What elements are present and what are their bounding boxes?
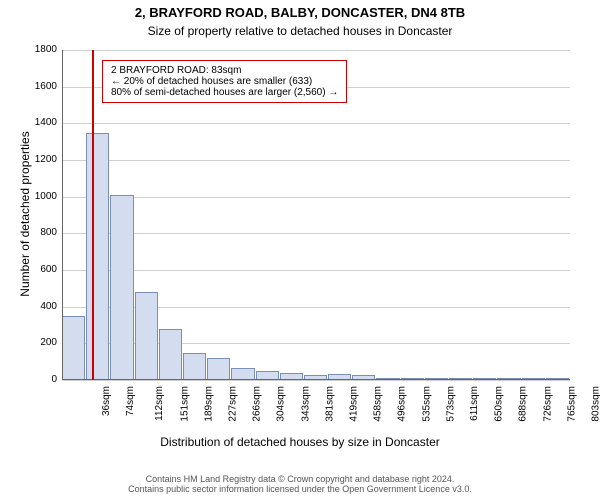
ytick-label: 1600: [22, 81, 57, 92]
ytick-label: 800: [22, 227, 57, 238]
histogram-bar: [183, 353, 206, 381]
xtick-label: 573sqm: [445, 386, 456, 422]
xtick-label: 304sqm: [276, 386, 287, 422]
footer-line-1: Contains HM Land Registry data © Crown c…: [0, 474, 600, 484]
annotation-line: 2 BRAYFORD ROAD: 83sqm: [111, 65, 338, 76]
xtick-label: 803sqm: [590, 386, 600, 422]
xtick-label: 535sqm: [421, 386, 432, 422]
ytick-label: 0: [22, 374, 57, 385]
histogram-bar: [159, 329, 182, 380]
xtick-label: 74sqm: [125, 386, 136, 416]
gridline: [62, 233, 570, 234]
chart-subtitle: Size of property relative to detached ho…: [0, 24, 600, 38]
ytick-label: 600: [22, 264, 57, 275]
xtick-label: 189sqm: [203, 386, 214, 422]
gridline: [62, 123, 570, 124]
x-axis-line: [62, 379, 570, 380]
y-axis-line: [62, 50, 63, 380]
gridline: [62, 380, 570, 381]
annotation-line: ← 20% of detached houses are smaller (63…: [111, 76, 338, 87]
xtick-label: 381sqm: [324, 386, 335, 422]
xtick-label: 419sqm: [349, 386, 360, 422]
histogram-bar: [135, 292, 158, 380]
histogram-bar: [62, 316, 85, 380]
x-axis-label: Distribution of detached houses by size …: [0, 435, 600, 449]
xtick-label: 726sqm: [542, 386, 553, 422]
xtick-label: 227sqm: [228, 386, 239, 422]
ytick-label: 1400: [22, 117, 57, 128]
xtick-label: 496sqm: [397, 386, 408, 422]
chart-title: 2, BRAYFORD ROAD, BALBY, DONCASTER, DN4 …: [0, 5, 600, 20]
property-marker-line: [92, 50, 94, 380]
xtick-label: 458sqm: [373, 386, 384, 422]
xtick-label: 36sqm: [101, 386, 112, 416]
ytick-label: 1200: [22, 154, 57, 165]
xtick-label: 765sqm: [566, 386, 577, 422]
ytick-label: 1800: [22, 44, 57, 55]
annotation-box: 2 BRAYFORD ROAD: 83sqm← 20% of detached …: [102, 60, 347, 103]
ytick-label: 200: [22, 337, 57, 348]
xtick-label: 650sqm: [494, 386, 505, 422]
xtick-label: 611sqm: [469, 386, 480, 421]
histogram-bar: [110, 195, 133, 380]
ytick-label: 400: [22, 301, 57, 312]
xtick-label: 343sqm: [300, 386, 311, 422]
ytick-label: 1000: [22, 191, 57, 202]
xtick-label: 266sqm: [252, 386, 263, 422]
footer-line-2: Contains public sector information licen…: [0, 484, 600, 494]
y-axis-label: Number of detached properties: [18, 114, 32, 314]
annotation-line: 80% of semi-detached houses are larger (…: [111, 87, 338, 98]
histogram-bar: [86, 133, 109, 381]
chart-footer: Contains HM Land Registry data © Crown c…: [0, 474, 600, 494]
gridline: [62, 270, 570, 271]
gridline: [62, 197, 570, 198]
xtick-label: 112sqm: [154, 386, 165, 421]
xtick-label: 688sqm: [518, 386, 529, 422]
gridline: [62, 50, 570, 51]
chart-container: { "title": "2, BRAYFORD ROAD, BALBY, DON…: [0, 0, 600, 500]
gridline: [62, 160, 570, 161]
xtick-label: 151sqm: [179, 386, 190, 422]
histogram-bar: [207, 358, 230, 380]
